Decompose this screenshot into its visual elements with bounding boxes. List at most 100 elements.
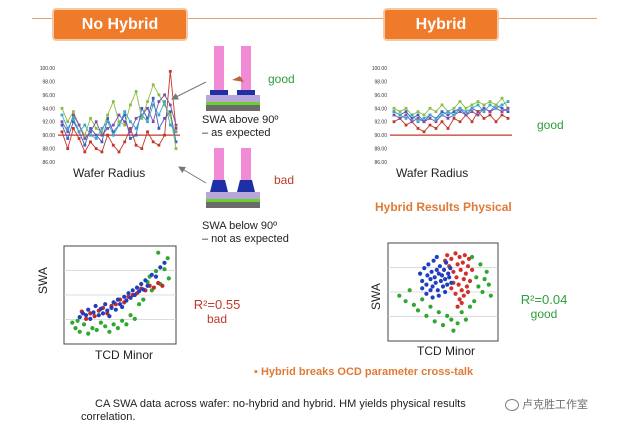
scatter-point-green	[478, 262, 483, 267]
data-point	[163, 133, 166, 137]
data-point	[500, 110, 504, 114]
scatter-point-green	[77, 329, 82, 334]
hybrid-r2-value: R²=0.04	[520, 292, 568, 307]
scatter-point-green	[107, 329, 112, 334]
data-point	[100, 133, 104, 137]
data-point	[398, 113, 402, 117]
caption-line1: CA SWA data across wafer: no-hybrid and …	[95, 398, 466, 410]
scatter-point-green	[141, 297, 146, 302]
scatter-point-red	[466, 256, 472, 261]
scatter-point-red	[84, 316, 89, 321]
scatter-point-blue	[158, 265, 163, 270]
data-point	[500, 106, 504, 110]
data-point	[72, 113, 75, 117]
scatter-point-blue	[444, 260, 449, 265]
data-point	[117, 150, 121, 154]
hybrid-scatter-ylabel: SWA	[369, 283, 383, 310]
scatter-point-blue	[86, 307, 91, 312]
data-point	[66, 120, 70, 124]
data-point	[404, 110, 408, 114]
data-point	[482, 110, 486, 114]
data-point	[146, 130, 149, 134]
data-point	[117, 123, 121, 127]
data-point	[174, 147, 178, 150]
data-point	[129, 103, 132, 107]
scatter-point-green	[449, 317, 454, 322]
hybrid-physical-note: Hybrid Results Physical	[375, 200, 512, 214]
scatter-point-blue	[120, 304, 125, 310]
scatter-point-red	[88, 311, 93, 316]
data-point	[146, 120, 149, 124]
scatter-point-red	[455, 262, 460, 267]
scatter-point-blue	[113, 307, 118, 312]
scatter-point-blue	[153, 274, 159, 279]
scatter-point-blue	[428, 277, 433, 282]
scatter-point-blue	[437, 264, 442, 269]
scatter-point-green	[73, 326, 78, 331]
scatter-point-blue	[434, 254, 439, 260]
data-point	[464, 106, 468, 110]
data-point	[434, 110, 438, 114]
data-point	[89, 140, 92, 144]
watermark: 卢克胜工作室	[505, 396, 588, 412]
data-point	[146, 100, 149, 103]
data-point	[117, 113, 121, 117]
hybrid-scatter-chart	[387, 242, 499, 342]
scatter-point-blue	[436, 271, 441, 276]
scatter-point-green	[153, 269, 159, 274]
bad-label: bad	[274, 173, 295, 187]
scatter-point-blue	[141, 287, 146, 292]
scatter-point-red	[449, 256, 454, 261]
scatter-point-blue	[440, 284, 446, 289]
data-point	[428, 113, 432, 117]
scatter-point-green	[488, 293, 493, 298]
no-hybrid-radius-chart: 100.00 98.00 96.00 94.00 92.00 90.00 88.00 86.0…	[40, 66, 180, 166]
data-point	[157, 100, 161, 103]
below-90-note: SWA below 90º – not as expected	[202, 220, 289, 246]
scatter-point-green	[476, 284, 481, 289]
scatter-point-green	[440, 323, 446, 328]
scatter-point-green	[94, 327, 99, 333]
y-tick-label: 94.00	[42, 106, 55, 112]
data-point	[452, 110, 456, 114]
data-point	[476, 103, 480, 107]
data-point	[60, 123, 64, 127]
data-point	[422, 130, 426, 134]
hybrid-radius-xlabel: Wafer Radius	[396, 166, 469, 180]
no-hybrid-scatter-xlabel: TCD Minor	[95, 348, 154, 362]
no-hybrid-scatter-ylabel: SWA	[36, 267, 50, 294]
data-point	[470, 106, 474, 110]
scatter-point-blue	[438, 278, 443, 284]
scatter-point-green	[70, 320, 75, 325]
stack-layer	[206, 192, 260, 199]
y-tick-label: 96.00	[42, 93, 55, 99]
above-90-note-line2: – as expected	[202, 127, 271, 139]
hybrid-radius-chart: 100.00 98.00 96.00 94.00 92.00 90.00 88.00 86.0…	[372, 66, 512, 166]
data-point	[494, 103, 498, 107]
data-point	[146, 106, 149, 110]
scatter-point-blue	[84, 313, 89, 318]
data-point	[151, 103, 155, 107]
scatter-point-red	[470, 267, 475, 272]
scatter-point-red	[457, 297, 462, 302]
data-point	[66, 130, 70, 134]
data-point	[392, 106, 396, 110]
no-hybrid-r2-value: R²=0.55	[193, 297, 241, 312]
data-point	[440, 113, 444, 117]
stack-layer	[206, 95, 260, 102]
data-point	[117, 120, 121, 124]
swa-marker	[232, 76, 244, 82]
data-point	[434, 127, 438, 130]
scatter-point-blue	[443, 277, 448, 282]
scatter-point-red	[467, 278, 473, 284]
data-point	[129, 130, 132, 134]
scatter-point-green	[165, 256, 170, 261]
data-point	[416, 127, 420, 130]
scatter-point-red	[463, 271, 468, 276]
data-point	[168, 123, 172, 127]
data-point	[111, 133, 115, 137]
data-point	[163, 103, 166, 107]
resist-line-left	[214, 148, 224, 180]
data-point	[174, 123, 178, 127]
data-point	[506, 106, 510, 110]
